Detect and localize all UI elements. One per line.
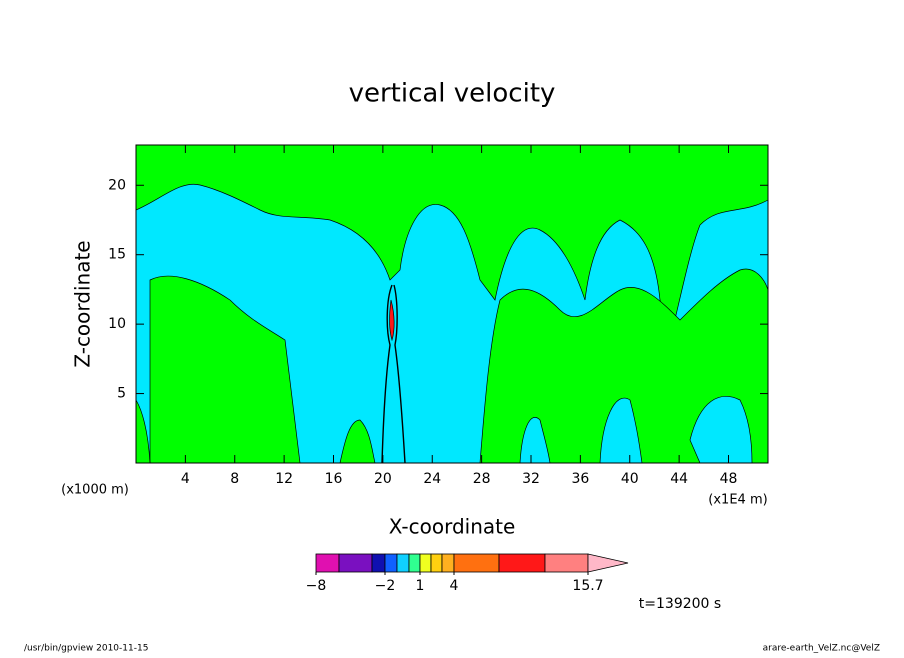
x-tick-label: 40 [621,471,639,487]
x-unit-right: (x1E4 m) [708,493,767,508]
x-axis-title: X-coordinate [389,515,516,539]
colorbar-segment [338,553,373,573]
colorbar-segment [384,553,398,573]
x-tick-label: 44 [670,471,688,487]
y-tick-label: 10 [108,316,126,332]
colorbar-segment [453,553,500,573]
colorbar-segment [441,553,455,573]
time-label: t=139200 s [639,596,721,612]
x-tick-label: 8 [230,471,239,487]
chart-title: vertical velocity [349,79,556,109]
colorbar: −8 −2 1 4 15.7 [306,553,629,594]
footer-right: arare-earth_VelZ.nc@VelZ [763,644,880,654]
field-region [479,268,769,464]
colorbar-segment [419,553,432,573]
contour-field [135,144,769,464]
colorbar-tick-label: 4 [450,578,459,594]
colorbar-tick-label: 15.7 [572,578,603,594]
colorbar-segment [371,553,386,573]
x-tick-label: 32 [522,471,540,487]
y-tick-label: 15 [108,247,126,263]
field-region [389,299,395,342]
plot-frame [135,144,769,464]
x-tick-label: 24 [423,471,441,487]
x-tick-label: 12 [275,471,293,487]
y-tick-label: 5 [117,386,126,402]
x-tick-label: 48 [720,471,738,487]
colorbar-segment [544,553,589,573]
colorbar-tick-label: −2 [375,578,396,594]
colorbar-segment [430,553,443,573]
x-unit-left: (x1000 m) [61,483,129,498]
x-tick-label: 28 [473,471,491,487]
colorbar-segment [408,553,421,573]
y-axis-title: Z-coordinate [71,240,95,367]
colorbar-segment [315,553,340,573]
x-tick-label: 20 [374,471,392,487]
y-tick-label: 20 [108,177,126,193]
field-region [519,396,753,464]
x-tick-label: 16 [325,471,343,487]
colorbar-tick-label: −8 [306,578,327,594]
x-tick-label: 4 [181,471,190,487]
colorbar-tick-label: 1 [416,578,425,594]
footer-left: /usr/bin/gpview 2010-11-15 [24,644,148,654]
colorbar-segment [498,553,546,573]
colorbar-segment [396,553,410,573]
field-contour [381,284,406,464]
x-tick-label: 36 [571,471,589,487]
colorbar-segment [587,553,629,573]
field-region [149,275,301,464]
